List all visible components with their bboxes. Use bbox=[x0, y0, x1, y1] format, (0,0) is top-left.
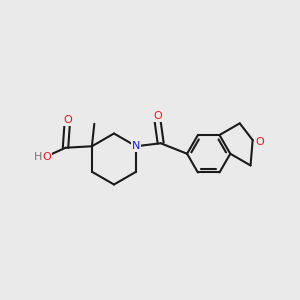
Text: -: - bbox=[41, 152, 45, 162]
Text: O: O bbox=[63, 115, 72, 125]
Text: H: H bbox=[33, 152, 42, 162]
Text: O: O bbox=[43, 152, 52, 162]
Text: N: N bbox=[132, 141, 140, 151]
Text: O: O bbox=[153, 111, 162, 121]
Text: O: O bbox=[255, 136, 264, 147]
